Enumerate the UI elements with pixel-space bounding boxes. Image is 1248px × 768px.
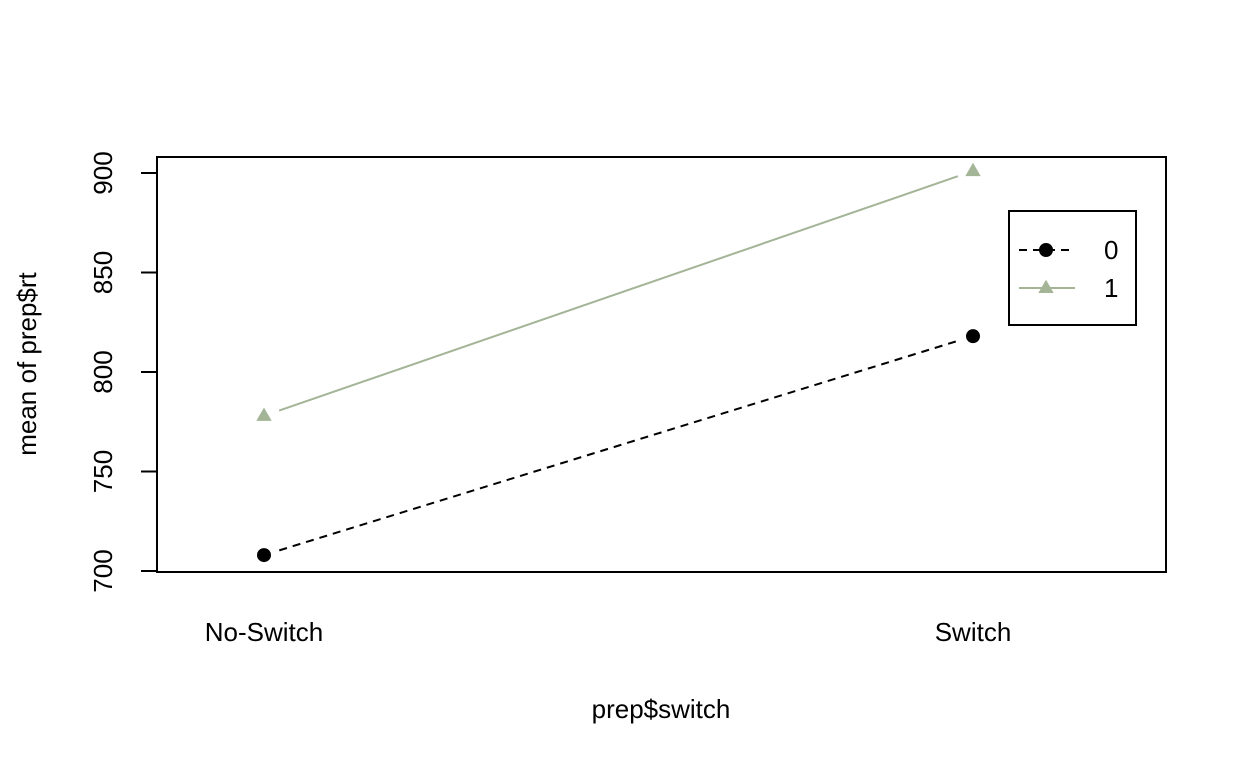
legend-box [1008, 210, 1137, 326]
data-point [966, 329, 980, 344]
x-axis: No-Switch Switch [205, 617, 1012, 647]
series-line [278, 339, 959, 552]
series-1 [256, 162, 981, 421]
legend-item-1: 1 [1019, 273, 1118, 303]
y-tick-label: 750 [88, 450, 118, 493]
data-point [1039, 243, 1053, 257]
y-tick-label: 900 [88, 151, 118, 194]
legend-label: 1 [1104, 273, 1118, 303]
y-axis-title: mean of prep$rt [12, 271, 42, 455]
y-tick-label: 850 [88, 251, 118, 294]
data-point [1038, 279, 1054, 294]
y-axis: 700 750 800 850 900 [88, 151, 158, 593]
x-tick-label: No-Switch [205, 617, 323, 647]
legend-label: 0 [1104, 235, 1118, 265]
data-point [256, 407, 272, 421]
series-line [278, 175, 959, 412]
legend-item-0: 0 [1019, 235, 1118, 265]
series-layer [256, 162, 981, 563]
x-axis-title: prep$switch [592, 694, 731, 724]
y-tick-label: 800 [88, 350, 118, 393]
series-0 [257, 329, 980, 563]
x-tick-label: Switch [935, 617, 1012, 647]
data-point [257, 548, 271, 563]
y-tick-label: 700 [88, 549, 118, 592]
legend: 01 [1008, 210, 1137, 326]
data-point [965, 162, 981, 177]
